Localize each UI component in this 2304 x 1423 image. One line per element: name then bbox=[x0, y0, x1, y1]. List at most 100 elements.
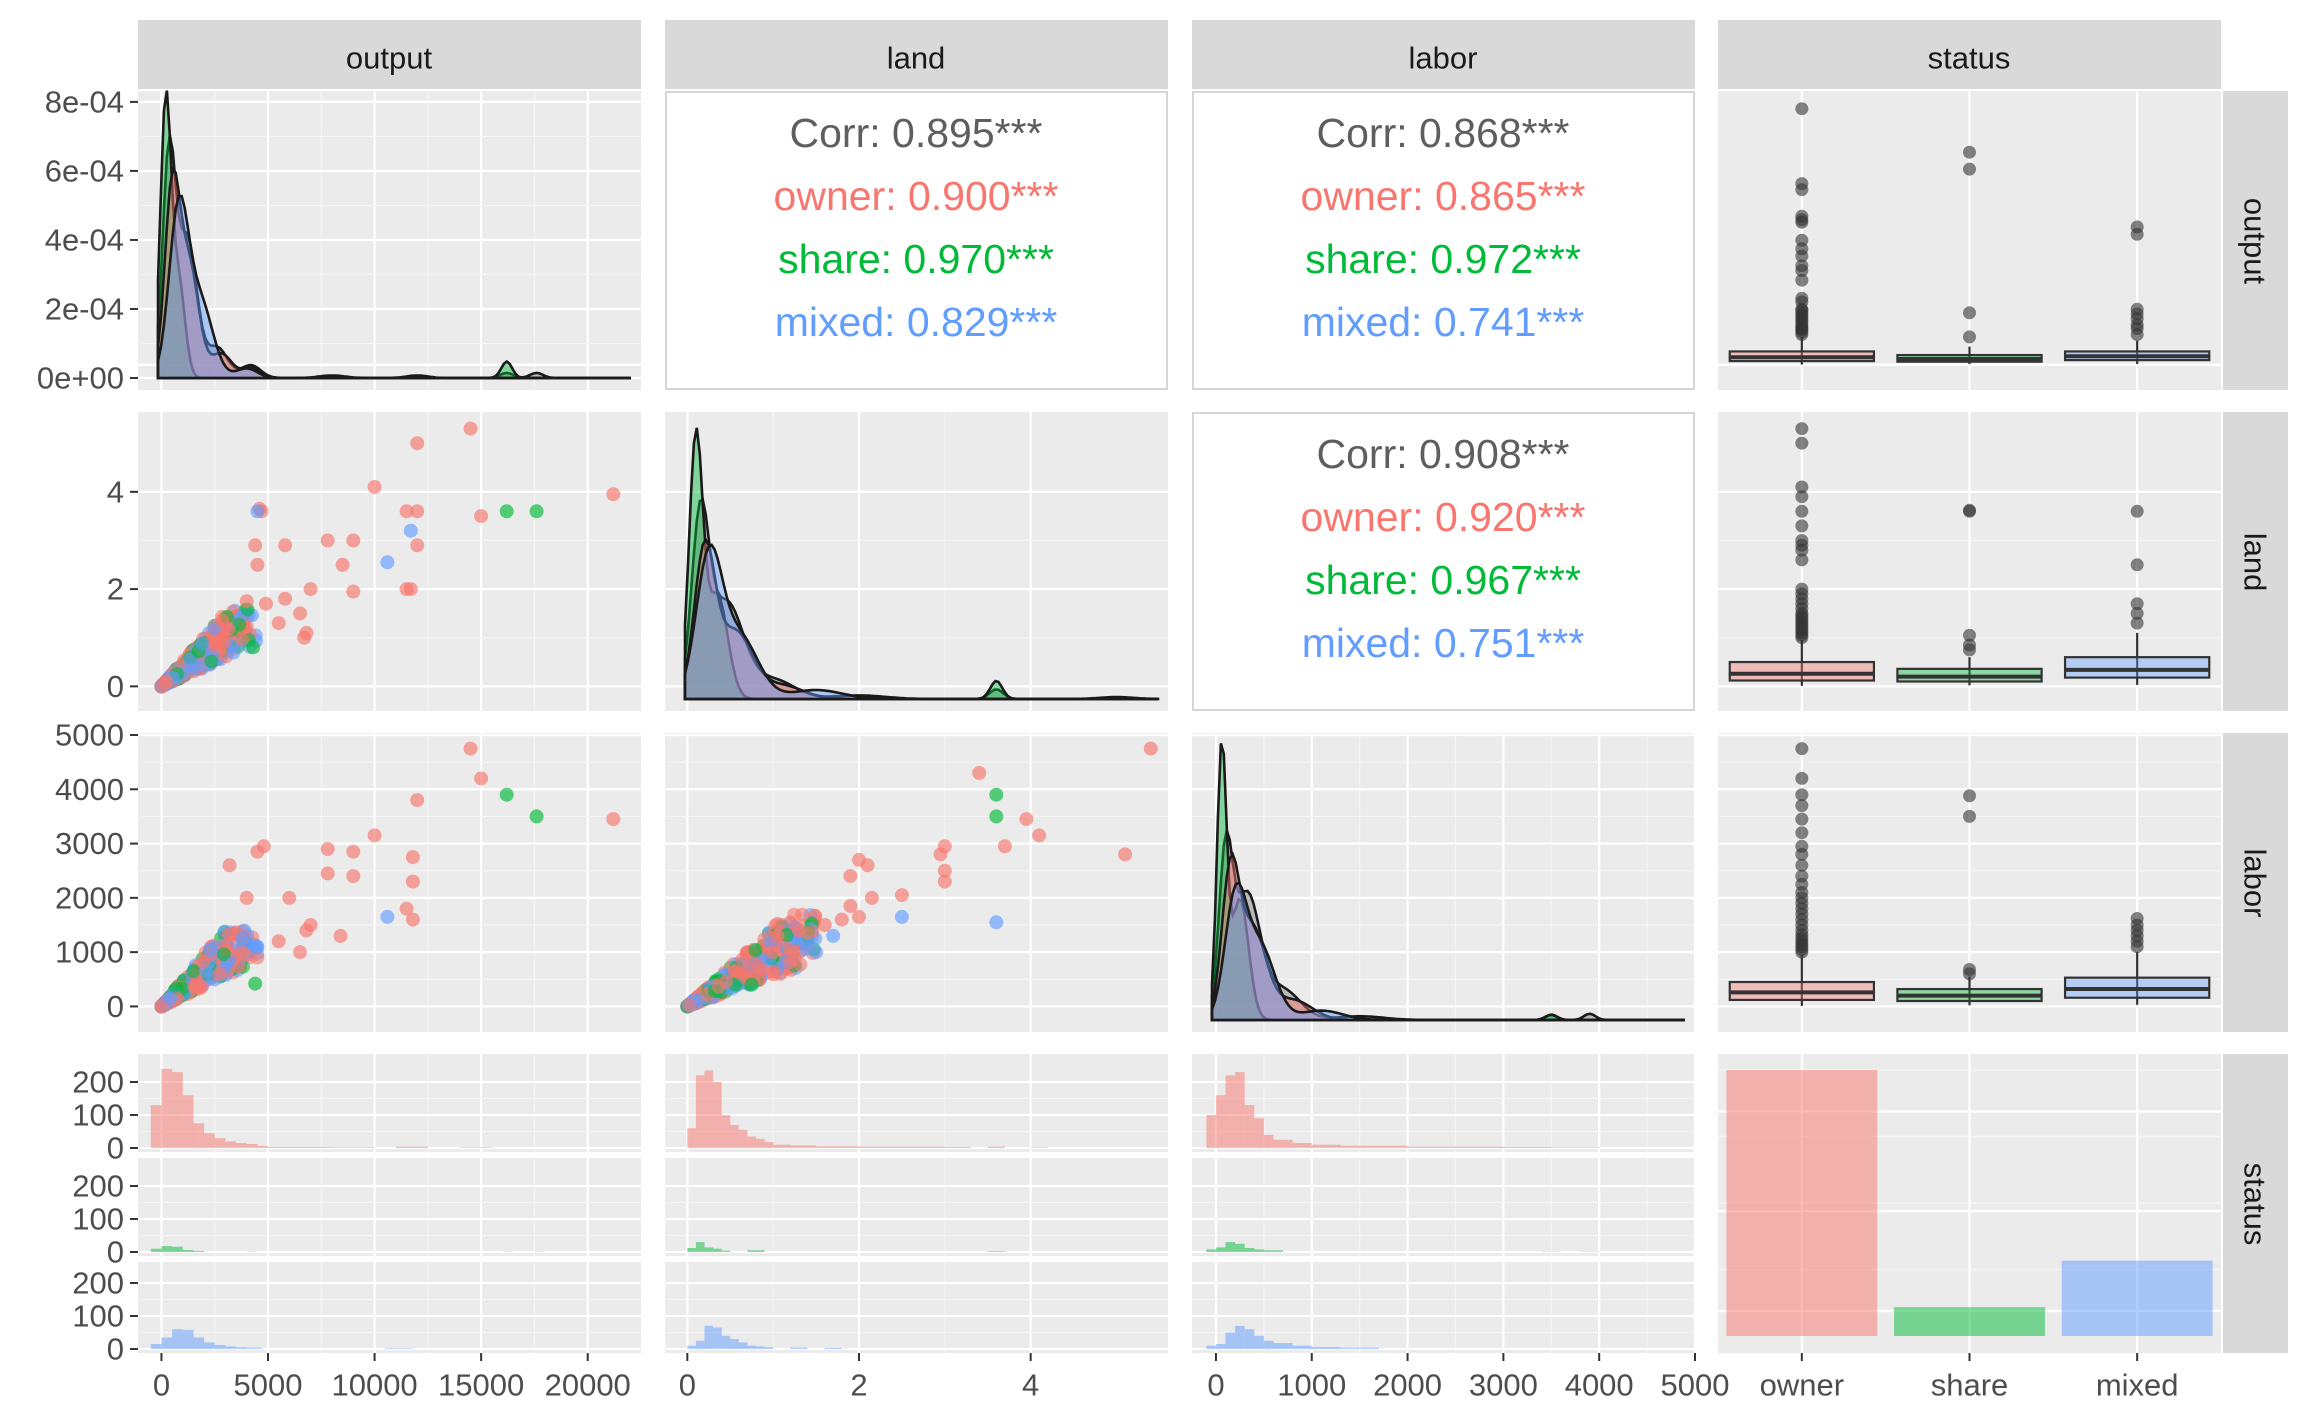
scatter-point bbox=[754, 962, 769, 977]
histogram-bar-owner bbox=[738, 1129, 748, 1148]
histogram-panel-output-owner bbox=[138, 1054, 641, 1152]
histogram-bar-owner bbox=[816, 1146, 859, 1148]
scatter-point-owner bbox=[463, 741, 478, 756]
histogram-bar-owner bbox=[225, 1141, 237, 1148]
histogram-bar-owner bbox=[944, 1147, 971, 1148]
scatter-point-owner bbox=[410, 538, 425, 553]
scatter-point-owner bbox=[367, 480, 382, 494]
scatter-point bbox=[719, 974, 734, 989]
scatter-point bbox=[733, 966, 748, 981]
corr-output-labor-owner: owner: 0.865*** bbox=[1301, 173, 1586, 219]
scatter-point-share bbox=[989, 787, 1004, 802]
x-tick-label-labor: 3000 bbox=[1469, 1368, 1538, 1403]
scatter-point-owner bbox=[258, 596, 273, 611]
y-tick-label-land: 4 bbox=[107, 474, 124, 509]
box-outlier bbox=[2130, 220, 2144, 234]
scatter-point-mixed bbox=[809, 945, 824, 960]
scatter-point bbox=[204, 654, 219, 669]
histogram-panel-labor-mixed bbox=[1192, 1262, 1695, 1353]
scatter-point-owner bbox=[346, 584, 361, 599]
histogram-bar-mixed bbox=[225, 1346, 237, 1349]
box-outlier bbox=[1795, 869, 1809, 883]
histogram-bar-owner bbox=[214, 1138, 226, 1148]
histogram-bar-owner bbox=[859, 1146, 945, 1148]
histogram-bar-owner bbox=[790, 1145, 817, 1148]
box-outlier bbox=[1795, 534, 1809, 547]
scatter-point-owner bbox=[405, 912, 420, 927]
status-bar-share bbox=[1894, 1307, 2045, 1336]
y-tick-label-output-density: 0e+00 bbox=[37, 361, 124, 396]
box-outlier bbox=[1795, 858, 1809, 872]
scatter-point bbox=[226, 645, 241, 660]
scatter-point-owner bbox=[399, 504, 414, 519]
scatter-point-owner bbox=[997, 839, 1012, 854]
histogram-panel-labor-owner bbox=[1192, 1054, 1695, 1152]
histogram-bar-owner bbox=[687, 1128, 696, 1148]
y-tick-label-output-density: 2e-04 bbox=[45, 291, 124, 326]
histogram-bar-share bbox=[1235, 1243, 1245, 1253]
x-tick-label-output: 0 bbox=[153, 1368, 170, 1403]
box-outlier bbox=[1963, 638, 1976, 652]
panel-backgrounds bbox=[138, 20, 2288, 1353]
histogram-bar-mixed bbox=[214, 1345, 226, 1349]
strip-label-land: land bbox=[887, 41, 946, 76]
box-outlier bbox=[1795, 553, 1809, 567]
scatter-point-owner bbox=[852, 909, 866, 924]
box-outlier bbox=[1963, 306, 1976, 320]
y-tick-label-count: 200 bbox=[72, 1266, 124, 1301]
histogram-bar-owner bbox=[1551, 1147, 1600, 1148]
scatter-point-owner bbox=[474, 509, 489, 524]
box-outlier bbox=[2130, 302, 2144, 316]
scatter-point bbox=[162, 991, 177, 1006]
histogram-bar-owner bbox=[1030, 1147, 1048, 1148]
scatter-point bbox=[215, 613, 230, 628]
histogram-bar-share bbox=[1225, 1242, 1236, 1252]
scatter-point-share bbox=[248, 976, 263, 991]
scatter-point bbox=[212, 967, 227, 981]
histogram-bar-owner bbox=[1407, 1146, 1504, 1148]
histogram-bar-mixed bbox=[756, 1346, 765, 1349]
box-mixed bbox=[2063, 656, 2211, 679]
scatter-point-owner bbox=[474, 771, 489, 786]
box-outlier bbox=[1795, 771, 1809, 785]
box-outlier bbox=[2130, 504, 2144, 518]
histogram-bar-owner bbox=[1273, 1139, 1293, 1149]
corr-output-land-overall: Corr: 0.895*** bbox=[790, 110, 1043, 156]
scatter-point bbox=[782, 955, 797, 970]
scatter-point-owner bbox=[303, 582, 318, 597]
x-tick-label-land: 2 bbox=[850, 1368, 867, 1403]
histogram-bar-mixed bbox=[738, 1342, 748, 1349]
scatter-point-owner bbox=[293, 606, 307, 621]
histogram-bar-mixed bbox=[161, 1337, 173, 1349]
scatter-point bbox=[186, 964, 201, 979]
box-outlier bbox=[1795, 519, 1809, 533]
box-outlier bbox=[1963, 330, 1976, 344]
scatter-point bbox=[766, 967, 781, 982]
histogram-bar-mixed bbox=[1273, 1343, 1293, 1349]
y-tick-label-output-density: 6e-04 bbox=[45, 153, 124, 188]
y-tick-label-count: 100 bbox=[72, 1202, 124, 1237]
histogram-bar-owner bbox=[182, 1095, 194, 1148]
histogram-bar-share bbox=[1263, 1250, 1284, 1252]
scatter-point bbox=[183, 652, 197, 667]
scatter-point bbox=[208, 637, 223, 652]
scatter-point bbox=[186, 979, 201, 994]
box-outlier bbox=[1963, 963, 1976, 976]
strip-label-labor: labor bbox=[1409, 41, 1478, 76]
corr-output-land-mixed: mixed: 0.829*** bbox=[775, 299, 1058, 345]
column-strip-status bbox=[1718, 20, 2221, 89]
row-strip-land bbox=[2223, 412, 2288, 711]
density-mixed-land bbox=[683, 543, 1158, 701]
histogram-bar-owner bbox=[395, 1146, 428, 1148]
strip-label-output: output bbox=[346, 41, 433, 76]
scatter-point-share bbox=[989, 809, 1004, 824]
text-layer: output land labor status output land lab… bbox=[37, 41, 2273, 1403]
histogram-bar-mixed bbox=[1254, 1335, 1264, 1349]
strip-label-status: status bbox=[1928, 41, 2011, 76]
scatter-point-owner bbox=[410, 504, 425, 519]
histogram-bar-share bbox=[721, 1250, 731, 1252]
scatter-point-owner bbox=[346, 869, 361, 884]
y-tick-label-labor: 1000 bbox=[55, 935, 124, 970]
scatter-point-owner bbox=[766, 945, 781, 960]
histogram-bar-mixed bbox=[747, 1345, 756, 1349]
